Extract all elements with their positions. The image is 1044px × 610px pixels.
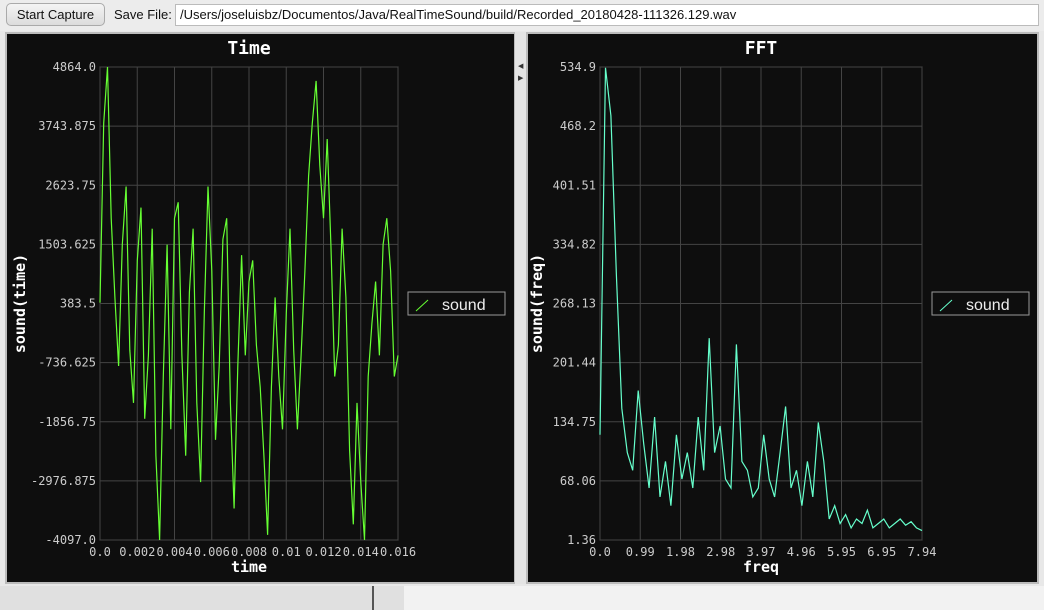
- y-tick-label: 334.82: [553, 237, 596, 251]
- y-tick-label: 201.44: [553, 356, 596, 370]
- sound-series-line: [99, 66, 399, 541]
- y-tick-label: 4864.0: [53, 60, 96, 74]
- legend-label: sound: [442, 297, 486, 314]
- y-tick-label: 68.06: [560, 474, 596, 488]
- legend-label: sound: [966, 297, 1010, 314]
- y-tick-label: 534.9: [560, 60, 596, 74]
- x-tick-label: 4.96: [787, 545, 816, 559]
- x-tick-label: 0.012: [305, 545, 341, 559]
- y-tick-label: -4097.0: [45, 533, 96, 547]
- save-file-input[interactable]: /Users/joseluisbz/Documentos/Java/RealTi…: [175, 4, 1039, 26]
- y-axis-label: sound(time): [11, 254, 29, 353]
- x-tick-label: 0.0: [589, 545, 611, 559]
- y-tick-label: 2623.75: [45, 178, 96, 192]
- fft-chart: FFT 0.0 0.99 1.98 2.98 3.97 4.96 5.95 6.95 7.94 53…: [528, 38, 1030, 576]
- y-tick-label: 3743.875: [38, 119, 96, 133]
- x-tick-label: 2.98: [706, 545, 735, 559]
- x-axis-label: time: [231, 558, 267, 576]
- legend-box: [407, 291, 506, 316]
- x-tick-label: 1.98: [666, 545, 695, 559]
- x-tick-label: 3.97: [747, 545, 776, 559]
- y-tick-label: 383.5: [60, 297, 96, 311]
- x-tick-label: 0.99: [626, 545, 655, 559]
- legend-swatch-icon: [415, 299, 429, 312]
- x-tick-label: 7.94: [908, 545, 937, 559]
- x-tick-label: 0.006: [194, 545, 230, 559]
- save-file-label: Save File:: [114, 7, 172, 22]
- y-tick-label: -2976.875: [31, 474, 96, 488]
- y-tick-label: -736.625: [38, 356, 96, 370]
- x-tick-label: 0.01: [272, 545, 301, 559]
- legend-box: [931, 291, 1030, 316]
- start-capture-button[interactable]: Start Capture: [6, 3, 105, 26]
- chart-title: FFT: [745, 38, 778, 59]
- y-tick-label: 401.51: [553, 178, 596, 192]
- y-tick-label: 1503.625: [38, 237, 96, 251]
- chart-title: Time: [227, 38, 271, 59]
- toolbar: Start Capture Save File: /Users/joseluis…: [0, 0, 1044, 31]
- x-tick-label: 0.002: [119, 545, 155, 559]
- y-tick-label: 468.2: [560, 119, 596, 133]
- time-chart-panel: Time 0.0 0.002 0.004 0.006 0.008 0.01 0.012 0.01…: [5, 32, 516, 584]
- x-tick-label: 0.004: [156, 545, 192, 559]
- x-tick-label: 0.008: [231, 545, 267, 559]
- legend-swatch-icon: [939, 299, 953, 312]
- x-tick-label: 0.0: [89, 545, 111, 559]
- y-tick-label: 1.36: [567, 533, 596, 547]
- split-pane-divider[interactable]: ◀ ▶: [515, 32, 527, 584]
- x-tick-label: 0.014: [343, 545, 379, 559]
- status-area: [0, 586, 1044, 610]
- fft-chart-panel: FFT 0.0 0.99 1.98 2.98 3.97 4.96 5.95 6.95 7.94 53…: [526, 32, 1039, 584]
- y-tick-label: 268.13: [553, 297, 596, 311]
- y-tick-label: 134.75: [553, 415, 596, 429]
- y-tick-label: -1856.75: [38, 415, 96, 429]
- x-axis-label: freq: [743, 558, 779, 576]
- x-tick-label: 6.95: [867, 545, 896, 559]
- sound-series-line: [599, 67, 923, 532]
- y-axis-label: sound(freq): [528, 254, 546, 353]
- x-tick-label: 5.95: [827, 545, 856, 559]
- x-tick-label: 0.016: [380, 545, 416, 559]
